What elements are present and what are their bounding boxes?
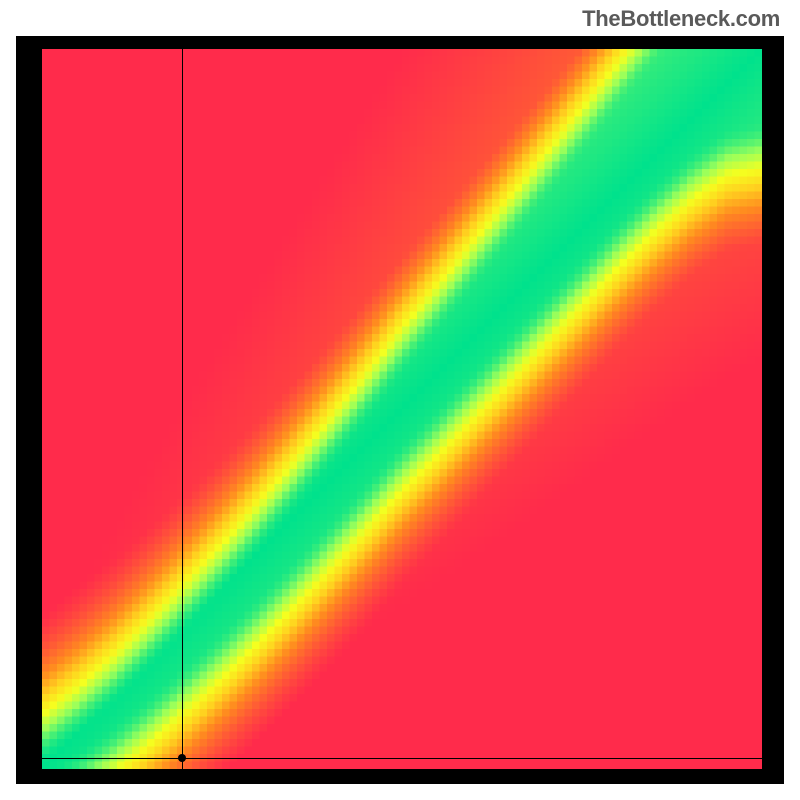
chart-frame — [16, 36, 784, 784]
crosshair-marker — [178, 754, 186, 762]
crosshair-horizontal — [42, 758, 762, 759]
crosshair-vertical — [182, 49, 183, 769]
heatmap-canvas — [42, 49, 762, 769]
attribution-text: TheBottleneck.com — [582, 6, 780, 32]
heatmap-plot — [42, 49, 762, 769]
